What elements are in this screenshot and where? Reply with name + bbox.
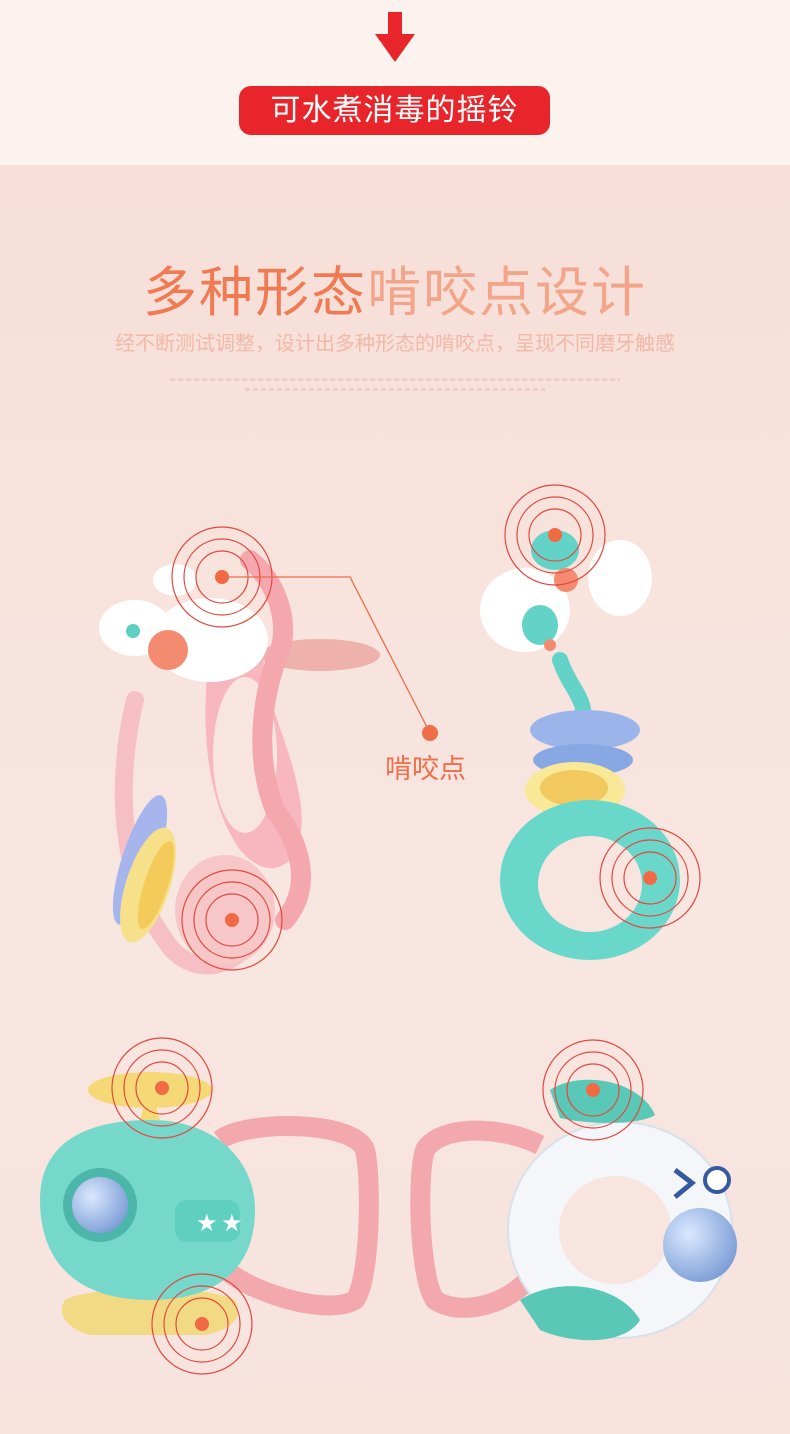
callout-leader bbox=[222, 576, 438, 741]
svg-text:★: ★ bbox=[221, 1209, 243, 1237]
helicopter-rattle: ★ ★ bbox=[40, 1037, 379, 1375]
decorative-fine-print bbox=[170, 378, 620, 381]
sterilizable-rattle-badge: 可水煮消毒的摇铃 bbox=[239, 86, 550, 135]
fish-rattle bbox=[480, 484, 701, 960]
down-arrow-icon bbox=[375, 12, 415, 62]
svg-text:★: ★ bbox=[196, 1209, 218, 1237]
heading-part-one: 多种形态 bbox=[143, 261, 367, 324]
seahorse-rattle bbox=[99, 526, 380, 975]
decorative-fine-print-secondary bbox=[245, 388, 545, 391]
biting-point-label: 啃咬点 bbox=[385, 754, 466, 785]
heading-part-two: 啃咬点设计 bbox=[367, 261, 647, 324]
transparent-fish-rattle bbox=[410, 1039, 737, 1341]
section-subtitle: 经不断测试调整，设计出多种形态的啃咬点，呈现不同磨牙触感 bbox=[115, 331, 675, 355]
section-heading: 多种形态啃咬点设计 bbox=[0, 258, 790, 328]
